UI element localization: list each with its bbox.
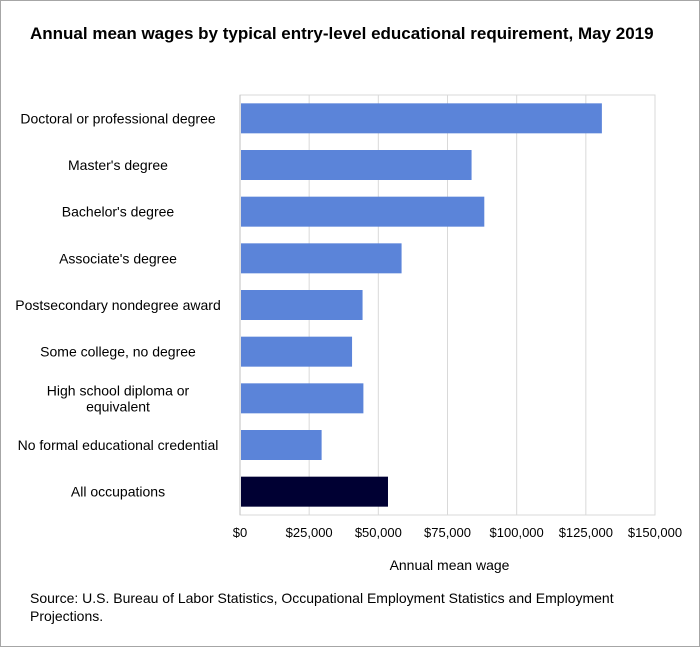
- category-label-line: Doctoral or professional degree: [20, 110, 216, 126]
- bar: [241, 103, 602, 134]
- category-label-line: All occupations: [71, 484, 165, 500]
- y-category-label: Some college, no degree: [40, 344, 196, 360]
- bar: [241, 476, 388, 507]
- x-tick-label: $100,000: [490, 525, 544, 540]
- category-label-line: Master's degree: [68, 157, 168, 173]
- category-label-line: equivalent: [86, 398, 150, 414]
- chart-title: Annual mean wages by typical entry-level…: [30, 24, 654, 43]
- x-axis-title: Annual mean wage: [390, 557, 510, 573]
- y-category-label: All occupations: [71, 484, 165, 500]
- source-note: Source: U.S. Bureau of Labor Statistics,…: [30, 590, 614, 624]
- x-tick-label: $50,000: [355, 525, 402, 540]
- x-tick-label: $150,000: [628, 525, 682, 540]
- y-category-label: Master's degree: [68, 157, 168, 173]
- bar: [241, 383, 364, 414]
- x-tick-label: $75,000: [424, 525, 471, 540]
- y-category-label: Doctoral or professional degree: [20, 110, 216, 126]
- y-category-label: High school diploma or equivalent: [47, 382, 190, 414]
- bar: [241, 150, 472, 180]
- category-label-line: No formal educational credential: [18, 437, 219, 453]
- bar: [241, 196, 485, 227]
- category-label-line: Bachelor's degree: [62, 204, 175, 220]
- category-label-line: High school diploma or: [47, 382, 190, 398]
- bar: [241, 430, 322, 460]
- bar: [241, 336, 353, 367]
- category-label-line: Some college, no degree: [40, 344, 196, 360]
- bar: [241, 243, 402, 274]
- y-category-label: Postsecondary nondegree award: [15, 297, 220, 313]
- x-tick-label: $0: [233, 525, 247, 540]
- category-label-line: Postsecondary nondegree award: [15, 297, 220, 313]
- x-tick-label: $25,000: [286, 525, 333, 540]
- category-label-line: Associate's degree: [59, 250, 177, 266]
- y-category-label: Associate's degree: [59, 250, 177, 266]
- bar: [241, 290, 363, 320]
- y-category-label: No formal educational credential: [18, 437, 219, 453]
- x-tick-label: $125,000: [559, 525, 613, 540]
- y-category-label: Bachelor's degree: [62, 204, 175, 220]
